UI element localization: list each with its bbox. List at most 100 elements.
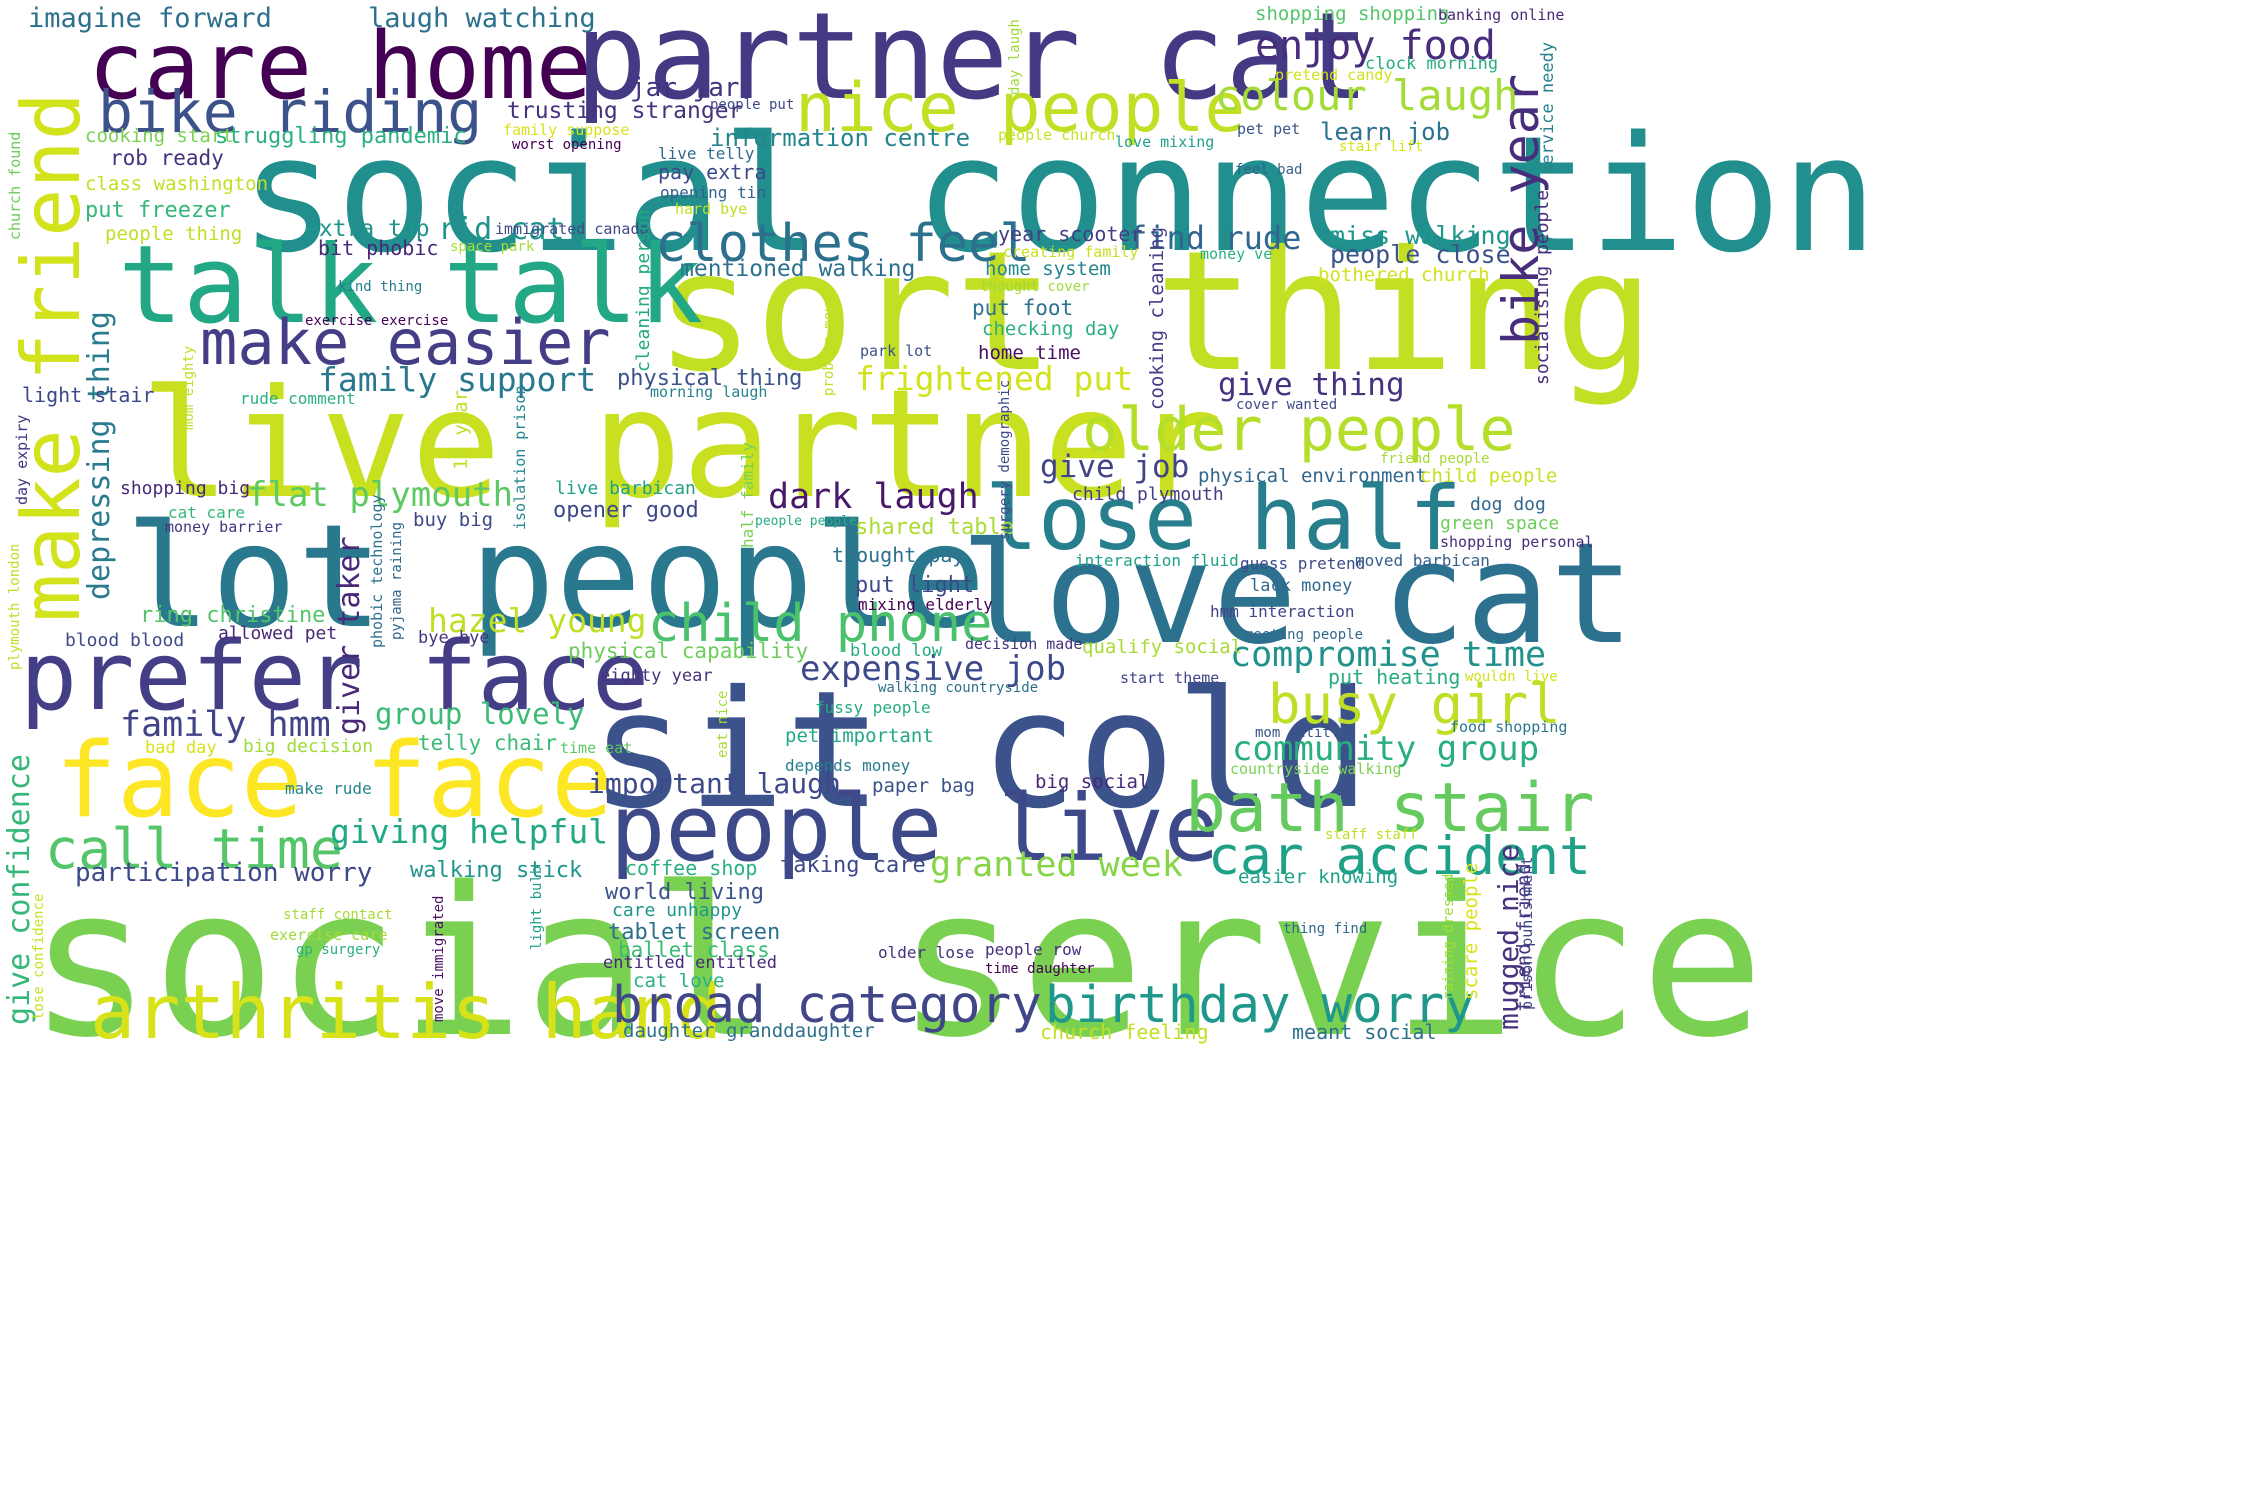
word: live partner — [140, 358, 1224, 532]
word: child plymouth — [1072, 484, 1224, 505]
word: exercise exercise — [305, 313, 449, 329]
word: daughter granddaughter — [623, 1020, 875, 1042]
word: dark laugh — [768, 477, 979, 517]
word: community group — [1232, 729, 1540, 769]
word: older lose — [878, 943, 975, 962]
word: find rude — [1128, 219, 1302, 257]
word: participation worry — [75, 858, 373, 888]
word: thought pay — [832, 543, 965, 567]
word: miss walking — [1330, 221, 1511, 250]
word: shared table — [855, 515, 1014, 540]
word: partner cat — [575, 0, 1370, 127]
word: physical capability — [568, 639, 809, 663]
word: expensive job — [800, 649, 1067, 689]
word: bike riding — [98, 78, 483, 146]
word: telly chair — [418, 731, 558, 755]
word: blood blood — [65, 630, 185, 651]
word: time daughter — [985, 961, 1095, 977]
word: 10 year — [450, 389, 472, 470]
word: surgery demographic — [997, 379, 1013, 540]
word: birthday worry — [1045, 976, 1475, 1035]
word: make easier — [200, 306, 611, 379]
word: make friend — [5, 92, 98, 622]
word: pet important — [785, 725, 934, 747]
word: give thing — [1218, 367, 1405, 403]
word: meeting people — [1245, 627, 1364, 643]
word: mom eighty — [181, 345, 197, 430]
word: broad category — [612, 976, 1042, 1035]
word: scare people — [1460, 862, 1482, 1000]
word: bad day — [145, 738, 217, 758]
word: thing find — [1283, 921, 1368, 937]
word: eat nice — [715, 690, 731, 758]
word: day expiry — [13, 414, 31, 505]
word: thought cover — [980, 279, 1090, 295]
word: entitled entitled — [603, 953, 777, 973]
word: banking online — [1438, 6, 1565, 24]
word: blood low — [850, 641, 943, 661]
word: rob ready — [110, 146, 224, 170]
word: hmm interaction — [1210, 602, 1355, 621]
word: cat care — [168, 503, 246, 522]
word: phobic technology — [368, 494, 386, 648]
word: put freezer — [85, 198, 231, 223]
word: shopping personal — [1440, 533, 1594, 551]
word: people close — [1330, 240, 1511, 269]
word: people row — [985, 940, 1082, 959]
word: mom entitled — [1255, 725, 1357, 741]
word: service needy — [1538, 41, 1558, 175]
word: live barbican — [555, 478, 696, 499]
word: move immigrated — [431, 895, 447, 1022]
word: class washington — [85, 173, 269, 195]
word: pretend candy — [1275, 66, 1393, 84]
word: big social — [1035, 771, 1150, 793]
word: easier knowing — [1238, 866, 1399, 888]
word: light bulb — [529, 865, 545, 950]
word: hard bye — [675, 200, 748, 218]
word: mixing elderly — [858, 595, 993, 614]
word: gp surgery — [296, 942, 381, 958]
word: interaction fluid — [1075, 551, 1239, 570]
word: depends money — [785, 756, 911, 775]
word: depressing thing — [82, 311, 117, 600]
word: flat plymouth — [247, 475, 514, 515]
word: rid cat — [438, 212, 565, 247]
word: lose half — [985, 467, 1462, 570]
word: live telly — [658, 144, 755, 163]
word: put light — [855, 573, 975, 598]
word: giver taker — [332, 536, 367, 735]
word: exercise care — [270, 926, 388, 944]
word: cat love — [633, 970, 725, 992]
word: space park — [450, 239, 535, 255]
word: enjoy food — [1255, 23, 1496, 69]
word: pet pet — [1237, 120, 1301, 138]
word: giving helpful — [330, 812, 609, 851]
word: countryside walking — [1230, 760, 1402, 778]
word: kind thing — [338, 279, 423, 295]
word: group lovely — [375, 697, 585, 731]
word: food shopping — [1450, 718, 1568, 736]
word: taking care — [780, 853, 926, 878]
word: people church — [998, 126, 1116, 144]
word: colour laugh — [1215, 71, 1519, 120]
word: money ve — [1200, 245, 1273, 263]
word: year scooter — [998, 222, 1143, 246]
word: eighty year — [600, 666, 713, 686]
word: home time — [978, 342, 1081, 364]
word: decision made — [965, 635, 1083, 653]
word: coffee shop — [625, 856, 758, 880]
word: child people — [1420, 465, 1558, 487]
word: stair lift — [1339, 139, 1424, 155]
word: family support — [318, 360, 597, 399]
word: feel bad — [1235, 162, 1303, 178]
word: light stair — [22, 383, 155, 407]
word: cleaning person — [633, 209, 654, 372]
word: moved barbican — [1355, 551, 1490, 570]
word: money barrier — [165, 518, 283, 536]
word: walking stick — [410, 858, 583, 883]
word: cooking start — [85, 125, 234, 147]
word: imagine forward — [28, 3, 272, 34]
word: opener good — [553, 498, 699, 523]
word: mentioned walking — [680, 256, 916, 282]
word: family suppose — [503, 121, 630, 139]
